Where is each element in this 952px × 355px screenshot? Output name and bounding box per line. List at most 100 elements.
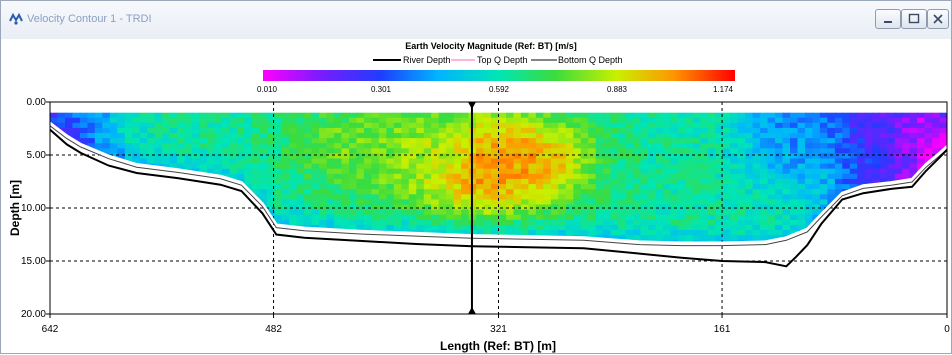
velocity-cell: [281, 173, 290, 180]
velocity-cell: [431, 143, 440, 149]
velocity-cell: [805, 143, 814, 149]
velocity-cell: [603, 230, 612, 236]
velocity-cell: [259, 117, 268, 124]
position-marker[interactable]: [467, 102, 476, 314]
velocity-cell: [879, 178, 888, 185]
velocity-cell: [371, 153, 380, 160]
velocity-cell: [513, 178, 522, 185]
velocity-cell: [438, 209, 447, 216]
velocity-cell: [707, 230, 716, 236]
velocity-cell: [87, 127, 96, 134]
velocity-cell: [715, 138, 724, 144]
marker-top-handle[interactable]: [467, 102, 476, 109]
minimize-button[interactable]: [875, 9, 901, 29]
velocity-cell: [550, 148, 559, 154]
velocity-cell: [520, 214, 529, 221]
velocity-cell: [633, 153, 642, 160]
velocity-cell: [446, 127, 455, 134]
velocity-cell: [849, 117, 858, 124]
velocity-cell: [386, 199, 395, 206]
velocity-cell: [775, 158, 784, 165]
velocity-cell: [408, 209, 417, 216]
velocity-cell: [528, 138, 537, 144]
velocity-cell: [827, 158, 836, 165]
velocity-cell: [775, 178, 784, 185]
velocity-cell: [356, 143, 365, 149]
velocity-cell: [640, 235, 649, 241]
velocity-cell: [707, 143, 716, 149]
velocity-cell: [648, 127, 657, 134]
velocity-cell: [640, 194, 649, 200]
velocity-cell: [386, 204, 395, 211]
velocity-cell: [775, 148, 784, 154]
velocity-cell: [139, 122, 148, 129]
velocity-cell: [588, 168, 597, 175]
velocity-cell: [199, 168, 208, 175]
velocity-cell: [94, 127, 103, 134]
velocity-cell: [640, 127, 649, 134]
velocity-cell: [289, 168, 298, 175]
close-button[interactable]: [927, 9, 949, 29]
velocity-cell: [65, 112, 74, 119]
velocity-cell: [618, 112, 627, 119]
maximize-button[interactable]: [901, 9, 927, 29]
velocity-cell: [610, 184, 619, 190]
velocity-cell: [483, 219, 492, 226]
velocity-cell: [737, 168, 746, 175]
velocity-cell: [207, 117, 216, 124]
velocity-cell: [229, 117, 238, 124]
velocity-cell: [199, 148, 208, 154]
velocity-cell: [790, 214, 799, 221]
velocity-cell: [550, 158, 559, 165]
velocity-cell: [184, 122, 193, 129]
velocity-cell: [790, 163, 799, 170]
velocity-cell: [625, 184, 634, 190]
velocity-cell: [932, 122, 941, 129]
velocity-cell: [169, 127, 178, 134]
velocity-cell: [849, 184, 858, 190]
velocity-cell: [50, 117, 59, 124]
velocity-cell: [782, 122, 791, 129]
velocity-cell: [692, 219, 701, 226]
velocity-cell: [857, 163, 866, 170]
velocity-cell: [722, 219, 731, 226]
velocity-cell: [281, 163, 290, 170]
velocity-cell: [700, 112, 709, 119]
velocity-cell: [311, 127, 320, 134]
velocity-cell: [363, 127, 372, 134]
velocity-cell: [214, 148, 223, 154]
velocity-cell: [819, 122, 828, 129]
velocity-cell: [334, 153, 343, 160]
velocity-cell: [745, 163, 754, 170]
velocity-cell: [266, 209, 275, 216]
velocity-cell: [790, 127, 799, 134]
velocity-cell: [707, 127, 716, 134]
velocity-cell: [730, 163, 739, 170]
velocity-cell: [917, 122, 926, 129]
velocity-cell: [431, 127, 440, 134]
velocity-cell: [887, 168, 896, 175]
velocity-cell: [909, 153, 918, 160]
title-bar[interactable]: Velocity Contour 1 - TRDI: [1, 1, 951, 39]
velocity-cell: [715, 122, 724, 129]
velocity-cell: [453, 122, 462, 129]
velocity-cell: [775, 173, 784, 180]
velocity-cell: [244, 133, 253, 139]
marker-bottom-handle[interactable]: [467, 307, 476, 314]
velocity-cell: [715, 224, 724, 231]
velocity-cell: [438, 158, 447, 165]
velocity-cell: [805, 168, 814, 175]
velocity-cell: [386, 122, 395, 129]
velocity-cell: [498, 204, 507, 211]
velocity-cell: [214, 138, 223, 144]
velocity-cell: [513, 199, 522, 206]
velocity-cell: [715, 112, 724, 119]
velocity-cell: [595, 184, 604, 190]
velocity-cell: [281, 194, 290, 200]
velocity-cell: [184, 163, 193, 170]
velocity-cell: [274, 194, 283, 200]
velocity-cell: [767, 163, 776, 170]
velocity-cell: [416, 158, 425, 165]
velocity-cell: [476, 209, 485, 216]
velocity-cell: [438, 204, 447, 211]
